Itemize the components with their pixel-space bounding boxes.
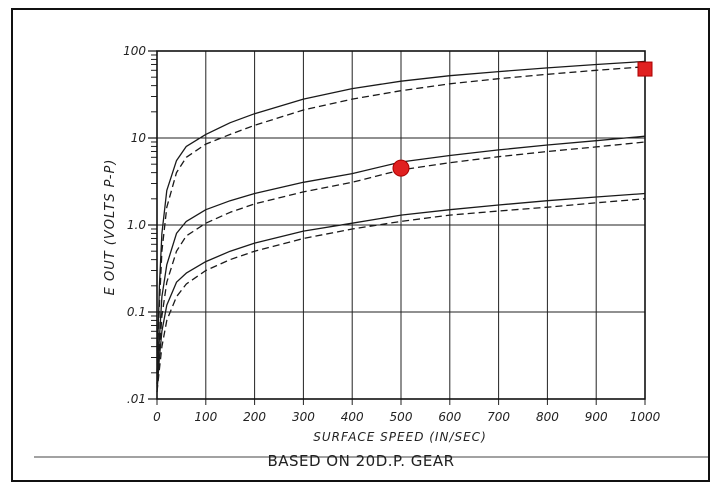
series-line-5-solid <box>156 192 646 393</box>
x-tick-label: 600 <box>438 410 461 424</box>
series-line-2-dashed <box>156 66 646 373</box>
x-tick-label: 900 <box>585 410 608 424</box>
x-tick-labels: 0 100 200 300 400 500 600 700 800 900 1000 <box>153 410 660 424</box>
square-marker <box>637 61 653 77</box>
series-layer <box>156 60 646 393</box>
y-axis-title: E OUT (VOLTS P-P) <box>103 159 118 296</box>
y-tick-label: 0.1 <box>127 305 146 319</box>
x-axis-title: SURFACE SPEED (IN/SEC) <box>313 430 487 444</box>
series-line-3-solid <box>156 135 646 384</box>
series-line-4-dashed <box>156 141 646 384</box>
series-line-6-dashed <box>156 198 646 393</box>
marker-layer <box>392 61 653 177</box>
y-tick-label: 10 <box>131 131 147 145</box>
x-tick-label: 800 <box>536 410 559 424</box>
axes <box>148 50 646 405</box>
x-tick-label: 300 <box>292 410 315 424</box>
x-tick-label: 400 <box>341 410 364 424</box>
x-tick-label: 200 <box>243 410 266 424</box>
x-tick-label: 1000 <box>630 410 661 424</box>
series-line-1-solid <box>156 60 646 373</box>
chart-caption: BASED ON 20D.P. GEAR <box>267 452 455 470</box>
y-tick-labels: .01 0.1 1.0 10 100 <box>123 44 146 406</box>
circle-marker <box>392 159 410 177</box>
y-tick-label: 100 <box>123 44 146 58</box>
x-tick-label: 100 <box>194 410 217 424</box>
x-tick-label: 700 <box>487 410 510 424</box>
y-tick-label: 1.0 <box>127 218 146 232</box>
x-tick-label: 500 <box>390 410 413 424</box>
y-tick-label: .01 <box>127 392 146 406</box>
x-tick-label: 0 <box>153 410 161 424</box>
plot-area-border <box>156 50 646 400</box>
